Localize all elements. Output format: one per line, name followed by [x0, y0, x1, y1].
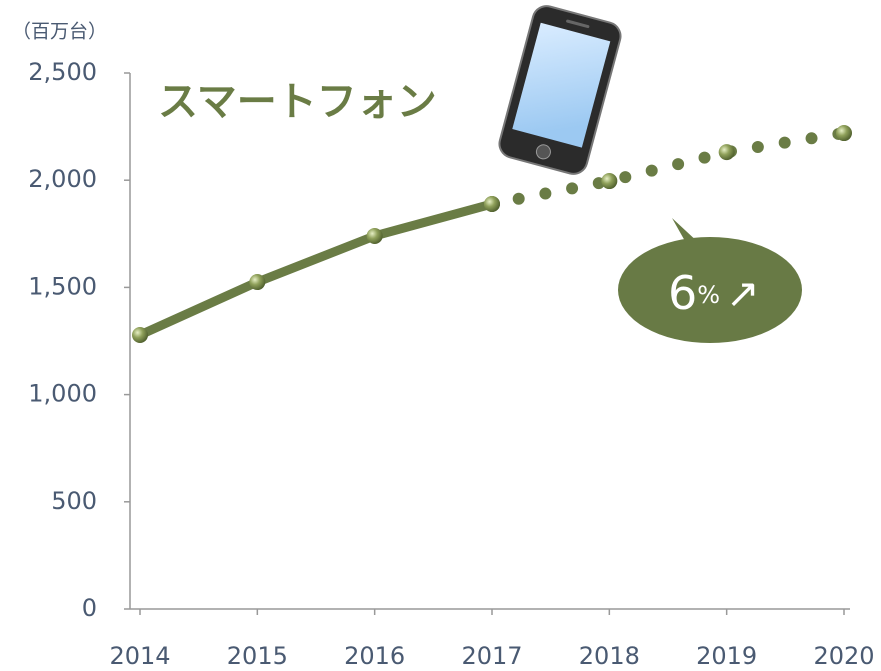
data-point: [366, 227, 383, 244]
x-tick-label: 2018: [579, 642, 640, 670]
series-line: [135, 199, 497, 340]
y-tick-label: 2,500: [28, 58, 97, 86]
data-point: [718, 144, 735, 161]
growth-arrow: ↗: [726, 271, 760, 317]
x-tick-label: 2020: [813, 642, 874, 670]
data-point: [601, 173, 618, 190]
x-tick-label: 2016: [344, 642, 405, 670]
annotation: スマートフォン: [158, 79, 437, 125]
growth-value: 6: [668, 266, 697, 320]
growth-label: 6% ↗: [668, 266, 760, 320]
growth-bubble: 6% ↗: [618, 218, 802, 343]
data-point: [132, 326, 148, 343]
data-point: [249, 274, 266, 291]
y-tick-label: 0: [82, 594, 97, 622]
data-point: [836, 125, 852, 142]
y-tick-label: 500: [51, 487, 97, 515]
y-tick-label: 1,000: [28, 380, 97, 408]
data-point: [484, 195, 500, 212]
y-tick-label: 1,500: [28, 272, 97, 300]
y-tick-label: 2,000: [28, 165, 97, 193]
phone-icon: [498, 5, 622, 175]
growth-unit: %: [697, 281, 720, 309]
x-tick-label: 2015: [227, 642, 288, 670]
x-tick-label: 2017: [461, 642, 522, 670]
x-tick-label: 2014: [109, 642, 170, 670]
unit-label: （百万台）: [12, 21, 107, 43]
x-tick-label: 2019: [696, 642, 757, 670]
series-line: [486, 127, 850, 210]
